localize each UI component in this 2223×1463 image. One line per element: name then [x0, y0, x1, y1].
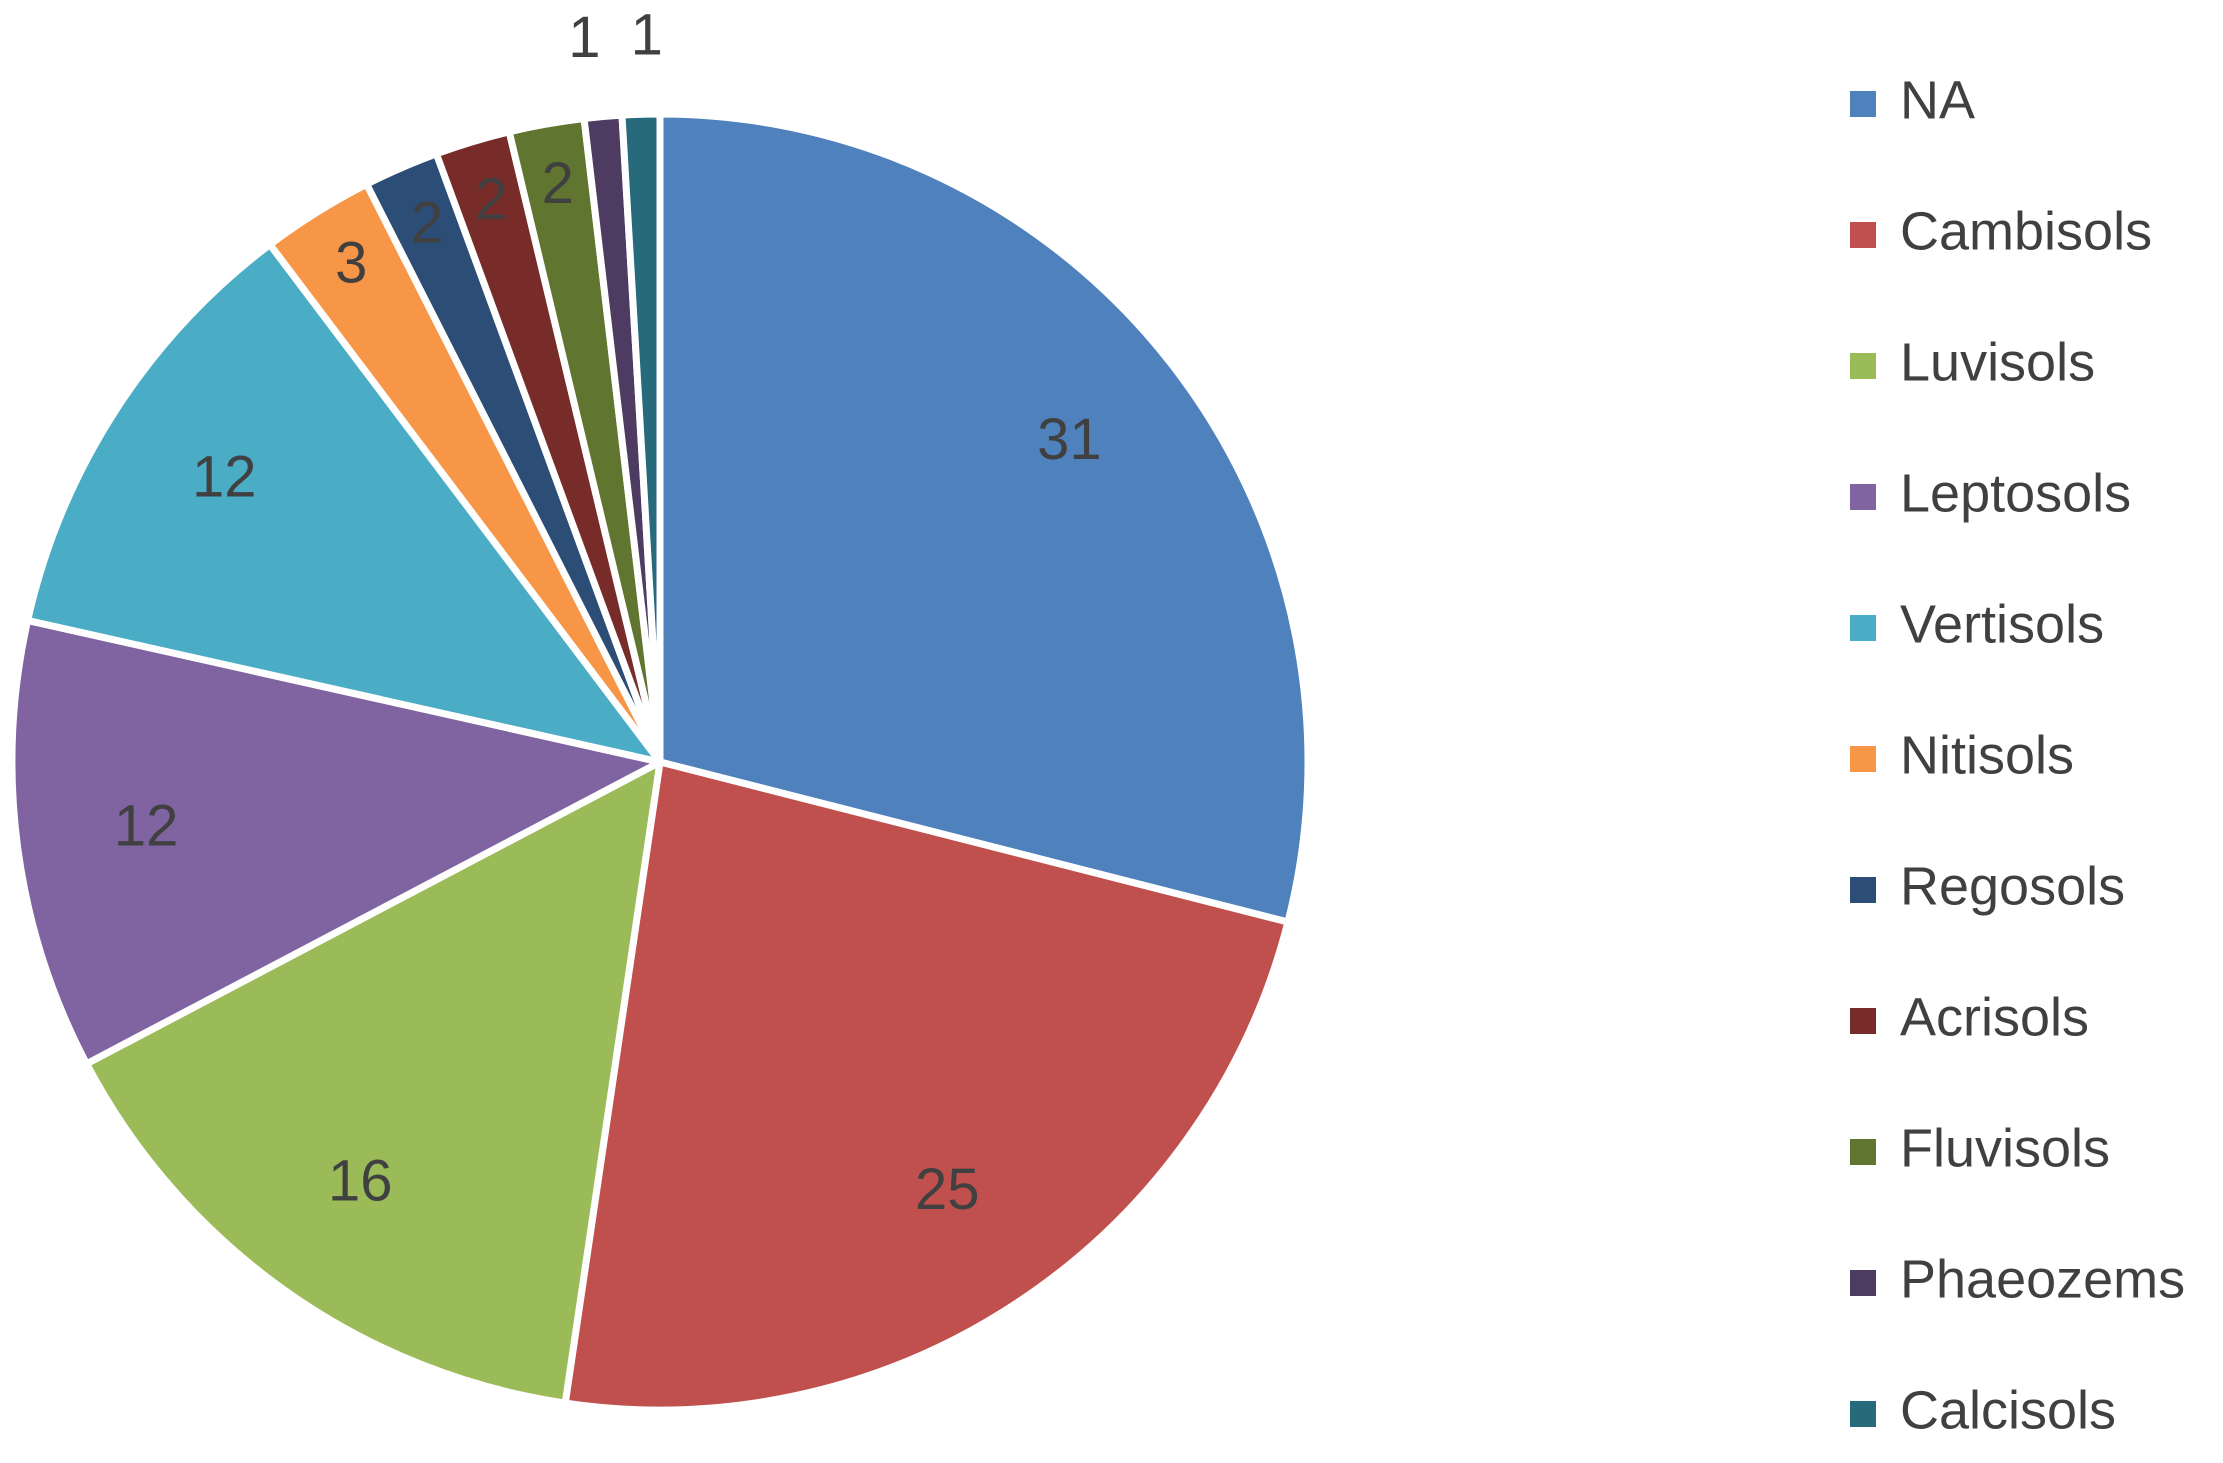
- legend-label-luvisols: Luvisols: [1900, 332, 2095, 392]
- legend-label-acrisols: Acrisols: [1900, 987, 2089, 1047]
- legend-item-phaeozems: Phaeozems: [1850, 1249, 2185, 1309]
- legend: NA Cambisols Luvisols Leptosols Vertisols Nit…: [1850, 70, 2185, 1440]
- legend-item-acrisols: Acrisols: [1850, 987, 2089, 1047]
- legend-item-na: NA: [1850, 70, 1975, 130]
- legend-label-na: NA: [1900, 70, 1975, 130]
- data-label-luvisols: 16: [328, 1148, 393, 1213]
- legend-item-cambisols: Cambisols: [1850, 201, 2152, 261]
- data-label-fluvisols: 2: [542, 151, 574, 216]
- legend-item-regosols: Regosols: [1850, 856, 2125, 916]
- legend-item-calcisols: Calcisols: [1850, 1380, 2116, 1440]
- legend-swatch-nitisols: [1850, 746, 1876, 772]
- legend-item-fluvisols: Fluvisols: [1850, 1118, 2110, 1178]
- legend-swatch-vertisols: [1850, 615, 1876, 641]
- data-label-phaeozems: 1: [568, 5, 600, 70]
- legend-item-leptosols: Leptosols: [1850, 463, 2131, 523]
- pie-slice-vertisols: [24, 241, 664, 766]
- legend-swatch-leptosols: [1850, 484, 1876, 510]
- legend-label-leptosols: Leptosols: [1900, 463, 2131, 523]
- legend-item-vertisols: Vertisols: [1850, 594, 2104, 654]
- legend-swatch-cambisols: [1850, 222, 1876, 248]
- legend-label-cambisols: Cambisols: [1900, 201, 2152, 261]
- pie-slice-na: [656, 110, 1312, 926]
- legend-swatch-fluvisols: [1850, 1139, 1876, 1165]
- data-label-nitisols: 3: [335, 231, 367, 296]
- legend-swatch-regosols: [1850, 877, 1876, 903]
- pie-slices: [8, 110, 1312, 1414]
- legend-swatch-calcisols: [1850, 1401, 1876, 1427]
- data-label-regosols: 2: [411, 191, 443, 256]
- pie-slice-luvisols: [83, 758, 664, 1407]
- legend-label-calcisols: Calcisols: [1900, 1380, 2116, 1440]
- data-label-vertisols: 12: [192, 444, 257, 509]
- legend-label-regosols: Regosols: [1900, 856, 2125, 916]
- legend-item-nitisols: Nitisols: [1850, 725, 2074, 785]
- pie-slice-calcisols: [618, 110, 664, 766]
- legend-label-phaeozems: Phaeozems: [1900, 1249, 2185, 1309]
- legend-swatch-luvisols: [1850, 353, 1876, 379]
- pie-slice-leptosols: [8, 616, 664, 1068]
- data-label-leptosols: 12: [114, 794, 179, 859]
- legend-swatch-na: [1850, 91, 1876, 117]
- data-label-cambisols: 25: [915, 1157, 980, 1222]
- data-label-calcisols: 1: [631, 3, 663, 68]
- legend-label-nitisols: Nitisols: [1900, 725, 2074, 785]
- legend-label-vertisols: Vertisols: [1900, 594, 2104, 654]
- legend-item-luvisols: Luvisols: [1850, 332, 2095, 392]
- legend-swatch-phaeozems: [1850, 1270, 1876, 1296]
- pie-slice-cambisols: [561, 758, 1292, 1414]
- data-label-acrisols: 2: [475, 167, 507, 232]
- legend-swatch-acrisols: [1850, 1008, 1876, 1034]
- legend-label-fluvisols: Fluvisols: [1900, 1118, 2110, 1178]
- data-label-na: 31: [1037, 407, 1102, 472]
